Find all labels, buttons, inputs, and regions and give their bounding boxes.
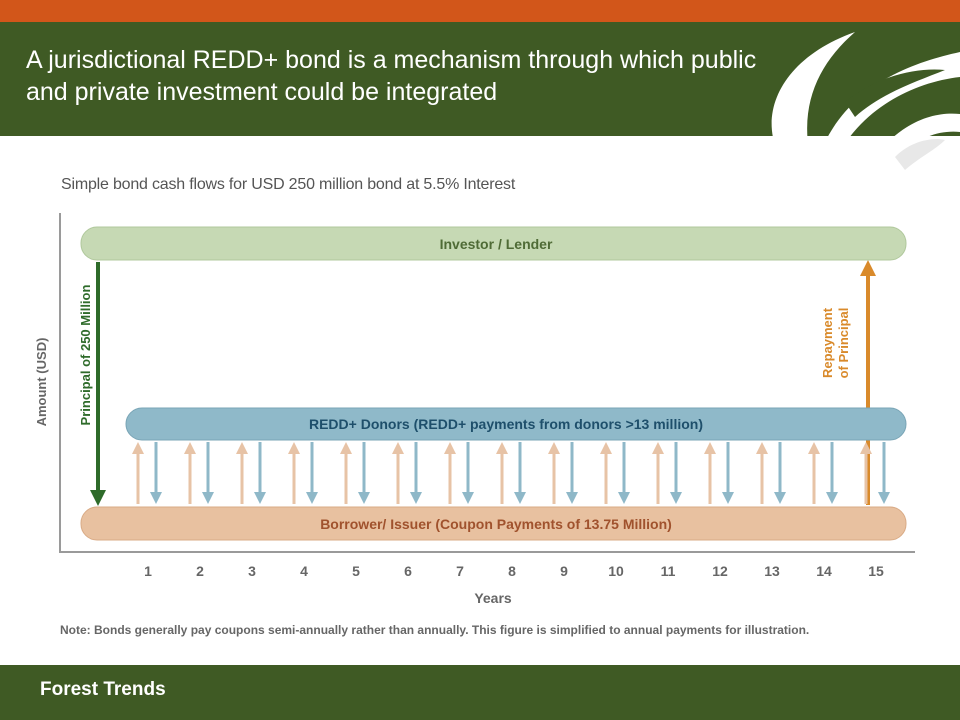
slide-title: A jurisdictional REDD+ bond is a mechani… — [26, 46, 757, 106]
year-tick-labels: 1 2 3 4 5 6 7 8 9 10 11 12 13 14 15 — [144, 563, 884, 579]
principal-label: Principal of 250 Million — [78, 285, 93, 426]
leaf-logo-icon — [771, 32, 960, 177]
year-tick-label: 10 — [608, 563, 624, 579]
borrower-issuer-label: Borrower/ Issuer (Coupon Payments of 13.… — [320, 516, 672, 532]
investor-lender-bar — [80, 226, 907, 261]
cash-flow-arrows — [90, 260, 890, 506]
repayment-label-line1: Repayment — [820, 307, 835, 378]
footer-label: Forest Trends — [40, 679, 166, 700]
bond-cash-flow-diagram: Amount (USD) Investor / Lender REDD+ Don… — [34, 213, 915, 637]
year-tick-label: 11 — [661, 563, 676, 579]
y-axis-label: Amount (USD) — [34, 338, 49, 427]
year-tick-label: 2 — [196, 563, 204, 579]
year-tick-label: 13 — [764, 563, 780, 579]
redd-donors-label: REDD+ Donors (REDD+ payments from donors… — [309, 416, 703, 432]
redd-donors-bar — [125, 407, 907, 441]
investor-lender-label: Investor / Lender — [440, 236, 553, 252]
year-tick-label: 6 — [404, 563, 412, 579]
year-tick-label: 12 — [712, 563, 728, 579]
repayment-label-line2: of Principal — [836, 308, 851, 379]
year-tick-label: 3 — [248, 563, 256, 579]
year-tick-label: 15 — [868, 563, 884, 579]
diagram-subtitle: Simple bond cash flows for USD 250 milli… — [61, 176, 516, 193]
year-tick-label: 5 — [352, 563, 360, 579]
year-tick-label: 4 — [300, 563, 308, 579]
footer-band — [0, 665, 960, 720]
year-tick-label: 9 — [560, 563, 568, 579]
borrower-issuer-bar — [80, 506, 907, 541]
x-axis-label: Years — [474, 590, 512, 606]
footnote: Note: Bonds generally pay coupons semi-a… — [60, 623, 809, 637]
accent-stripe — [0, 0, 960, 22]
year-tick-label: 7 — [456, 563, 464, 579]
year-tick-label: 1 — [144, 563, 152, 579]
year-tick-label: 14 — [816, 563, 832, 579]
year-tick-label: 8 — [508, 563, 516, 579]
